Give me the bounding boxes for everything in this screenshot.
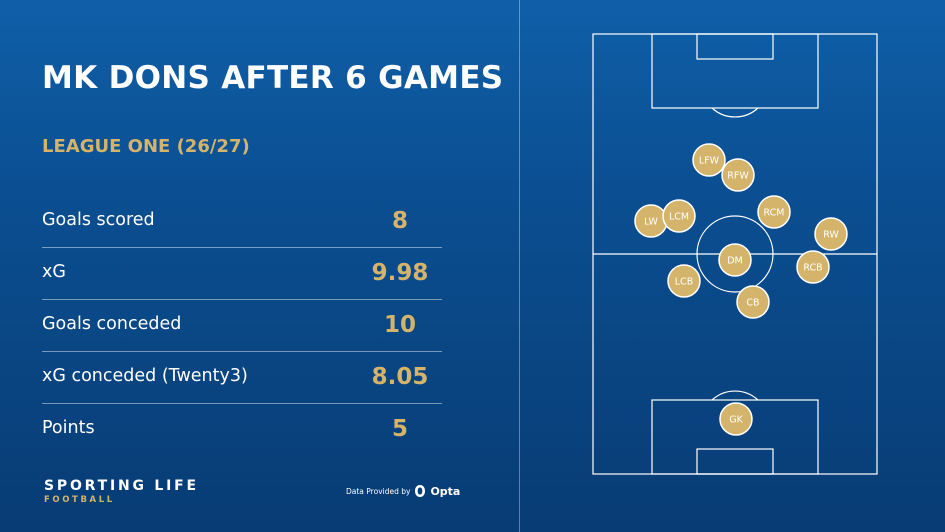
- player-position-label: RCB: [803, 263, 822, 274]
- player-marker: RCM: [757, 195, 791, 229]
- player-position-label: GK: [729, 415, 743, 426]
- player-circle: [718, 243, 752, 277]
- player-position-label: LW: [644, 217, 658, 228]
- player-marker: RCB: [796, 250, 830, 284]
- player-circle: [662, 199, 696, 233]
- page-title: MK DONS AFTER 6 GAMES: [42, 60, 504, 96]
- player-circle: [796, 250, 830, 284]
- player-position-label: RCM: [764, 208, 785, 219]
- player-marker: LFW: [692, 143, 726, 177]
- player-position-label: LCM: [669, 212, 689, 223]
- stat-label: xG: [42, 262, 66, 282]
- stat-label: Points: [42, 418, 95, 438]
- brand-subtitle: FOOTBALL: [44, 495, 115, 505]
- stat-label: Goals scored: [42, 210, 155, 230]
- player-circle: [814, 217, 848, 251]
- player-marker: LW: [634, 204, 668, 238]
- player-position-label: DM: [727, 256, 743, 267]
- player-circle: [692, 143, 726, 177]
- player-circle: [667, 264, 701, 298]
- stat-row: Goals scored 8: [42, 196, 442, 248]
- provider-text: Data Provided by: [346, 486, 411, 496]
- stat-value: 9.98: [371, 260, 429, 286]
- stat-value: 5: [391, 416, 408, 442]
- player-marker: CB: [736, 285, 770, 319]
- stat-label: Goals conceded: [42, 314, 182, 334]
- stat-value: 10: [383, 312, 416, 338]
- stat-row: Points 5: [42, 404, 442, 455]
- player-position-label: CB: [746, 298, 759, 309]
- stat-row: Goals conceded 10: [42, 300, 442, 352]
- player-position-label: LFW: [699, 156, 720, 167]
- opta-logo-icon: [415, 485, 426, 497]
- stat-label: xG conceded (Twenty3): [42, 366, 248, 386]
- player-marker: DM: [718, 243, 752, 277]
- player-position-label: RW: [823, 230, 839, 241]
- competition-subtitle: LEAGUE ONE (26/27): [42, 136, 250, 157]
- stat-row: xG conceded (Twenty3) 8.05: [42, 352, 442, 404]
- player-circle: [757, 195, 791, 229]
- player-circle: [721, 158, 755, 192]
- player-marker: GK: [719, 402, 753, 436]
- player-marker: RFW: [721, 158, 755, 192]
- stat-value: 8: [391, 208, 408, 234]
- player-marker: RW: [814, 217, 848, 251]
- player-marker: LCM: [662, 199, 696, 233]
- stats-table: Goals scored 8 xG 9.98 Goals conceded 10…: [42, 196, 442, 455]
- player-marker: LCB: [667, 264, 701, 298]
- stat-value: 8.05: [371, 364, 429, 390]
- provider-name: Opta: [430, 484, 461, 498]
- stat-row: xG 9.98: [42, 248, 442, 300]
- player-circle: [719, 402, 753, 436]
- player-position-label: RFW: [727, 171, 749, 182]
- players-layer: LFW RFW LW LCM RCM RW DM LCB RCB CB GK: [634, 143, 848, 436]
- player-circle: [736, 285, 770, 319]
- pitch-lines: [592, 33, 878, 475]
- brand-name: SPORTING LIFE: [44, 478, 199, 494]
- player-position-label: LCB: [675, 277, 693, 288]
- sporting-life-logo: SPORTING LIFE FOOTBALL: [44, 478, 199, 505]
- panel-divider: [519, 0, 520, 532]
- data-provider: Data Provided by Opta: [346, 484, 460, 498]
